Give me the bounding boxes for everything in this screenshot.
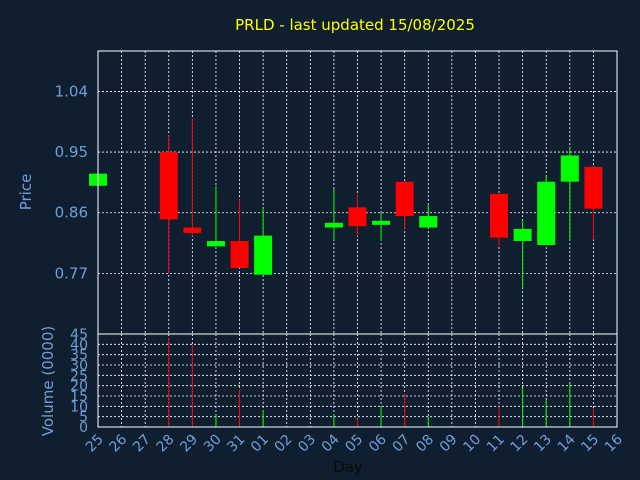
price-tick-label: 0.95 (55, 143, 88, 161)
candle-body (560, 155, 579, 182)
candle-body (254, 235, 273, 275)
x-tick-label: 05 (342, 432, 366, 456)
x-tick-label: 10 (460, 432, 484, 456)
price-tick-label: 1.04 (55, 82, 88, 100)
volume-tick-label: 35 (70, 348, 88, 364)
candle-body (419, 216, 438, 228)
volume-tick-label: 45 (70, 327, 88, 343)
volume-tick-label: 5 (79, 410, 88, 426)
x-tick-label: 30 (201, 432, 225, 456)
price-tick-label: 0.77 (55, 264, 88, 282)
candle-body (490, 193, 509, 238)
x-tick-label: 08 (413, 432, 437, 456)
volume-tick-label: 20 (70, 379, 88, 395)
volume-tick-label: 30 (70, 358, 88, 374)
x-tick-label: 11 (484, 432, 508, 456)
volume-tick-label: 40 (70, 337, 88, 353)
x-tick-label: 16 (602, 431, 626, 455)
x-tick-label: 26 (106, 431, 130, 455)
x-tick-label: 12 (508, 432, 532, 456)
x-tick-label: 27 (130, 432, 154, 456)
x-tick-label: 01 (248, 432, 272, 456)
candle-body (372, 220, 391, 225)
x-tick-label: 29 (177, 432, 201, 456)
x-tick-label: 28 (154, 432, 178, 456)
volume-tick-label: 15 (70, 389, 88, 405)
x-axis-label: Day (333, 458, 363, 476)
x-axis: 25 26 27 28 29 30 31 01 02 03 04 05 06 07 08 09 10 11 12 13… (83, 431, 626, 455)
volume-tick-label: 10 (70, 399, 88, 415)
volume-axis-label: Volume (0000) (39, 326, 57, 436)
volume-plot-frame (97, 333, 618, 428)
x-tick-label: 07 (390, 432, 414, 456)
x-tick-label: 06 (366, 431, 390, 455)
candle-body (324, 222, 343, 228)
candle-body (537, 181, 556, 246)
x-tick-label: 14 (555, 431, 579, 455)
volume-tick-label: 25 (70, 368, 88, 384)
x-tick-label: 13 (531, 432, 555, 456)
candle-body (183, 227, 202, 233)
x-tick-label: 09 (437, 432, 461, 456)
volume-tick-label: 0 (79, 420, 88, 436)
candle-body (584, 166, 603, 209)
x-tick-label: 03 (295, 432, 319, 456)
chart-title: PRLD - last updated 15/08/2025 (235, 16, 475, 34)
candle-body (513, 228, 532, 242)
price-tick-label: 0.86 (55, 204, 88, 222)
x-tick-label: 31 (224, 432, 248, 456)
candle-body (348, 207, 367, 227)
price-axis-label: Price (17, 174, 35, 211)
candle-body (159, 152, 178, 220)
x-tick-label: 02 (272, 432, 296, 456)
candle-body (230, 241, 249, 268)
candle-body (395, 181, 414, 217)
price-panel: 1.04 0.95 0.86 0.77 (55, 50, 618, 335)
x-tick-label: 15 (578, 432, 602, 456)
x-tick-label: 04 (319, 431, 343, 455)
candle-body (206, 241, 225, 247)
